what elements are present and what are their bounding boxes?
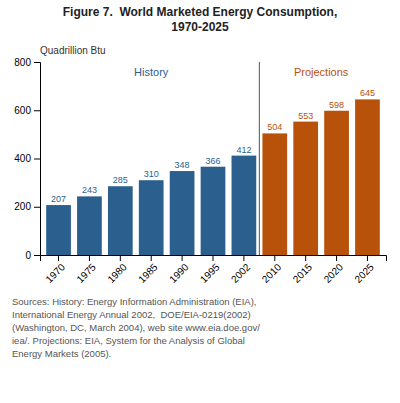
y-tick: 600 <box>14 105 40 116</box>
x-tick: 1990 <box>167 255 191 285</box>
y-tick-mark <box>34 110 40 111</box>
y-tick-label: 0 <box>25 250 31 261</box>
x-tick: 1970 <box>44 255 68 285</box>
bar <box>46 205 71 255</box>
x-tick-label: 2025 <box>352 261 376 285</box>
bar <box>170 171 195 255</box>
x-tick-mark <box>305 255 306 261</box>
x-tick: 1995 <box>198 255 222 285</box>
source-note: Energy Markets (2005). <box>12 348 111 359</box>
y-tick-mark <box>34 255 40 256</box>
data-label: 645 <box>360 88 375 98</box>
y-tick-mark <box>34 207 40 208</box>
bar <box>77 196 102 255</box>
x-tick-mark <box>58 255 59 261</box>
x-tick: 1980 <box>105 255 129 285</box>
data-label: 348 <box>175 160 190 170</box>
y-tick-mark <box>34 62 40 63</box>
y-tick: 0 <box>25 250 40 261</box>
bar <box>293 122 318 255</box>
data-label: 504 <box>267 122 282 132</box>
x-tick-label: 2002 <box>229 261 253 285</box>
x-axis-line <box>41 256 387 262</box>
data-labels: 207 243 285 310 348 366 412 504 553 598 645 <box>51 88 375 204</box>
section-label: Projections <box>294 66 349 78</box>
y-tick: 200 <box>14 201 40 212</box>
subtitle: 1970-2025 <box>171 20 229 34</box>
x-tick-label: 1975 <box>74 261 98 285</box>
x-tick-label: 1985 <box>136 261 160 285</box>
y-tick: 400 <box>14 153 40 164</box>
x-tick-label: 2015 <box>291 261 315 285</box>
bar <box>324 111 349 255</box>
bar <box>232 156 257 255</box>
x-tick-mark <box>213 255 214 261</box>
bar <box>139 180 164 255</box>
x-tick-mark <box>336 255 337 261</box>
bar <box>201 167 226 255</box>
x-tick: 1975 <box>74 255 98 285</box>
x-tick: 2020 <box>322 255 346 285</box>
data-label: 366 <box>205 156 220 166</box>
divider <box>259 62 260 255</box>
data-label: 310 <box>144 169 159 179</box>
y-tick: 800 <box>14 57 40 68</box>
x-tick-label: 1995 <box>198 261 222 285</box>
x-tick: 2025 <box>352 255 376 285</box>
x-tick-mark <box>182 255 183 261</box>
source-note: iea/. Projections: EIA, System for the A… <box>12 335 245 346</box>
x-axis: 19701975 1980 1985 1990 1995 2002 2010 2015 2020… <box>41 255 387 285</box>
x-tick-label: 1990 <box>167 261 191 285</box>
y-axis-title: Quadrillion Btu <box>40 45 106 56</box>
y-tick-label: 400 <box>14 153 31 164</box>
x-tick-mark <box>274 255 275 261</box>
data-label: 285 <box>113 175 128 185</box>
x-tick: 2015 <box>291 255 315 285</box>
x-tick-mark <box>89 255 90 261</box>
y-tick-label: 800 <box>14 57 31 68</box>
x-tick-label: 1980 <box>105 261 129 285</box>
x-tick: 1985 <box>136 255 160 285</box>
bar <box>355 99 380 255</box>
x-tick-mark <box>120 255 121 261</box>
y-axis-line <box>34 63 41 256</box>
title: Figure 7. World Marketed Energy Consumpt… <box>63 5 337 19</box>
section-label: History <box>134 66 169 78</box>
bars <box>46 99 380 255</box>
x-tick-label: 2020 <box>322 261 346 285</box>
y-tick-label: 200 <box>14 201 31 212</box>
x-tick-mark <box>151 255 152 261</box>
x-tick-label: 2010 <box>260 261 284 285</box>
data-label: 412 <box>236 145 251 155</box>
x-tick-label: 1970 <box>44 261 68 285</box>
y-tick-label: 600 <box>14 105 31 116</box>
y-axis: 0 200 400 600 800 <box>14 57 40 261</box>
x-tick-mark <box>367 255 368 261</box>
x-tick: 2002 <box>229 255 253 285</box>
bar <box>108 186 133 255</box>
x-tick: 2010 <box>260 255 284 285</box>
x-tick-mark <box>243 255 244 261</box>
y-tick-mark <box>34 159 40 160</box>
source-note: (Washington, DC, March 2004), web site w… <box>12 322 260 333</box>
data-label: 243 <box>82 185 97 195</box>
chart: Figure 7. World Marketed Energy Consumpt… <box>0 0 400 403</box>
data-label: 598 <box>329 100 344 110</box>
source-note: International Energy Annual 2002, DOE/EI… <box>12 309 251 320</box>
bar <box>262 133 287 255</box>
data-label: 553 <box>298 111 313 121</box>
source-note: Sources: History: Energy Information Adm… <box>12 296 256 307</box>
data-label: 207 <box>51 194 66 204</box>
